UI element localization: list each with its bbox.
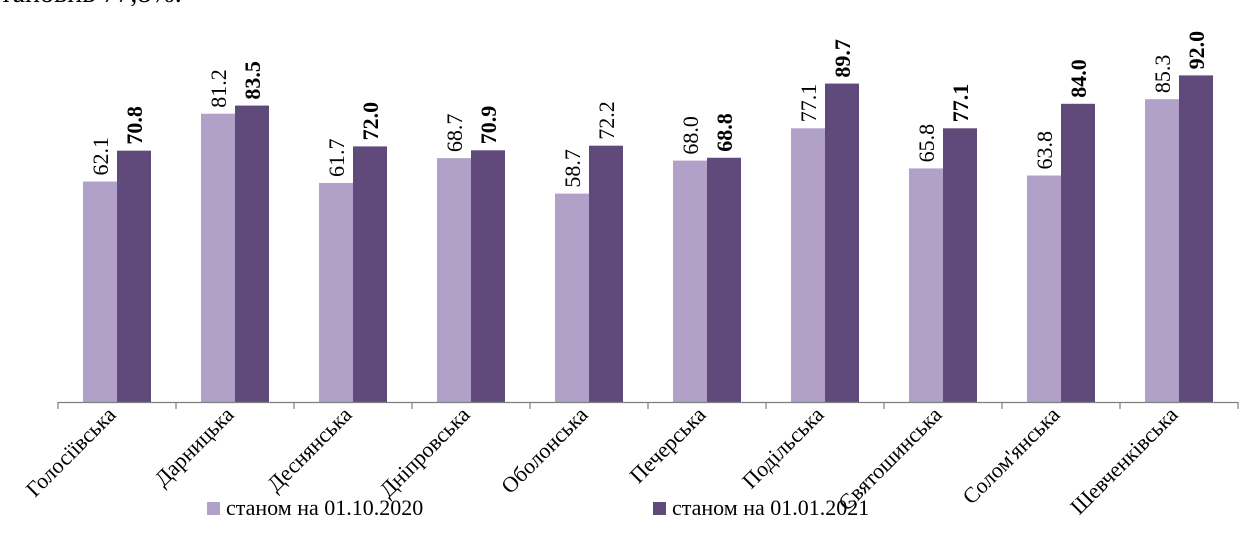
bar-s1-1 [83,181,117,402]
x-axis [57,401,1239,409]
heading-fragment: тановив 77,8%. [0,0,182,10]
value-label-s2-6: 68.8 [712,113,737,152]
bar-s2-5 [589,145,623,402]
bar-s2-10 [1179,75,1213,403]
value-label-s1-3: 61.7 [324,138,349,177]
value-label-s2-10: 92.0 [1184,31,1209,70]
bar-s2-8 [943,128,977,403]
value-label-s2-9: 84.0 [1066,59,1091,98]
value-label-s1-6: 68.0 [678,116,703,155]
category-label-1: Голосіївська [21,402,121,502]
bar-s2-7 [825,83,859,402]
category-label-6: Печерська [624,402,710,488]
category-label-10: Шевченківська [1065,402,1183,520]
legend-label-series-2: станом на 01.01.2021 [672,495,870,520]
legend-item-series-1: станом на 01.10.2020 [207,495,423,521]
legend-swatch-series-2 [653,502,666,515]
legend-swatch-series-1 [207,502,220,515]
value-label-s2-8: 77.1 [948,84,973,123]
value-label-s1-1: 62.1 [88,137,113,176]
bar-s2-2 [235,105,269,402]
value-label-s2-2: 83.5 [240,61,265,100]
value-label-s1-7: 77.1 [796,84,821,123]
value-label-s2-4: 70.9 [476,106,501,145]
category-label-2: Дарницька [149,402,238,491]
category-label-9: Солом'янська [957,402,1064,509]
bar-s2-3 [353,146,387,402]
bar-s1-5 [555,193,589,402]
bar-s2-4 [471,150,505,402]
bar-s2-6 [707,157,741,402]
legend-item-series-2: станом на 01.01.2021 [653,495,869,521]
bar-s1-9 [1027,175,1061,402]
value-label-s1-5: 58.7 [560,149,585,188]
value-label-s2-5: 72.2 [594,101,619,140]
bars-group [83,75,1213,403]
category-labels-group: Голосіївська Дарницька Деснянська Дніпровсь… [21,402,1183,520]
value-label-s1-2: 81.2 [206,69,231,108]
value-labels-group: 62.1 70.8 81.2 83.5 61.7 72.0 68.7 70.9 58.7 72.2… [88,31,1209,188]
bar-s1-8 [909,168,943,402]
category-label-7: Подільська [737,402,829,494]
value-label-s2-1: 70.8 [122,106,147,145]
value-label-s2-3: 72.0 [358,102,383,141]
category-label-3: Деснянська [262,402,357,497]
category-label-5: Оболонська [496,402,593,499]
value-label-s2-7: 89.7 [830,39,855,78]
bar-s1-6 [673,160,707,402]
bar-s1-7 [791,128,825,403]
bar-s1-4 [437,158,471,402]
value-label-s1-4: 68.7 [442,114,467,153]
value-label-s1-9: 63.8 [1032,131,1057,170]
value-label-s1-10: 85.3 [1150,55,1175,94]
bar-s1-10 [1145,99,1179,402]
bar-s1-3 [319,182,353,402]
bar-s1-2 [201,113,235,403]
category-label-4: Дніпровська [374,402,474,502]
legend-label-series-1: станом на 01.10.2020 [226,495,424,520]
value-label-s1-8: 65.8 [914,124,939,163]
bar-s2-9 [1061,103,1095,403]
bar-s2-1 [117,150,151,402]
